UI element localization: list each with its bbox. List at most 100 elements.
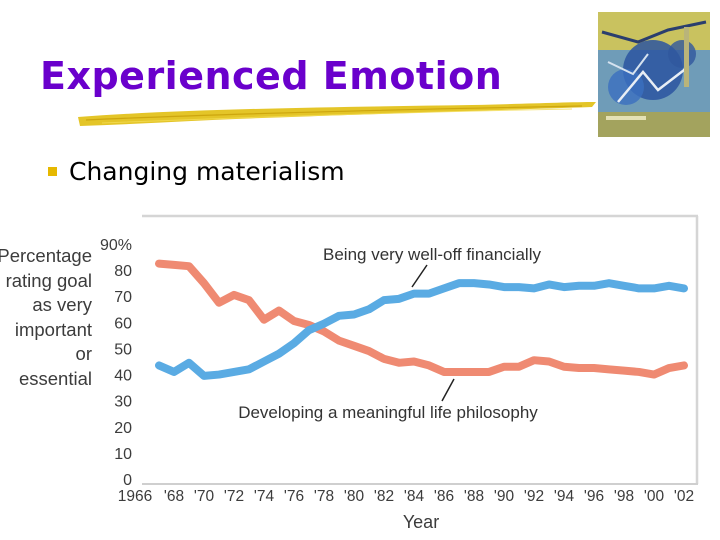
x-tick-label: '82	[374, 488, 394, 505]
data-point	[350, 311, 358, 318]
data-point	[425, 362, 433, 369]
data-point	[530, 285, 538, 292]
data-point	[425, 290, 433, 297]
data-point	[545, 281, 553, 288]
data-point	[335, 312, 343, 320]
y-tick-label: 10	[114, 446, 132, 463]
x-tick-label: '02	[674, 488, 694, 505]
x-tick-label: '84	[404, 488, 425, 505]
y-axis-label-line: Percentage	[0, 245, 92, 266]
x-tick-label: '00	[644, 488, 665, 505]
x-tick-label: '68	[164, 488, 184, 505]
data-point	[245, 296, 253, 304]
bullet-square-icon	[48, 167, 57, 176]
y-tick-label: 80	[114, 263, 132, 280]
y-axis-label-line: rating goal	[5, 269, 92, 291]
data-point	[545, 358, 553, 365]
title-brush-underline	[78, 102, 596, 126]
data-point	[245, 366, 253, 373]
data-point	[395, 359, 403, 367]
y-tick-label: 70	[114, 289, 132, 306]
x-tick-label: '96	[584, 488, 604, 505]
data-point	[485, 368, 493, 376]
y-tick-label: 90%	[100, 237, 132, 254]
data-point	[215, 299, 223, 306]
series-points-well-off-financially	[155, 279, 688, 380]
plot-area	[144, 216, 698, 484]
data-point	[260, 316, 268, 323]
y-tick-label: 30	[114, 394, 132, 411]
data-point	[320, 320, 328, 327]
data-point	[200, 279, 208, 287]
data-point	[605, 366, 613, 373]
data-point	[515, 363, 523, 370]
data-point	[350, 342, 358, 350]
data-point	[200, 372, 208, 380]
data-point	[470, 279, 478, 287]
data-point	[230, 368, 238, 376]
y-tick-label: 50	[114, 341, 132, 358]
data-point	[290, 317, 298, 325]
data-point	[650, 285, 658, 292]
data-point	[215, 371, 223, 378]
data-point	[680, 285, 688, 292]
data-point	[470, 368, 478, 376]
y-axis-label-line: or	[75, 343, 92, 364]
data-point	[365, 306, 373, 313]
y-axis-label-line: as very	[32, 294, 92, 315]
data-point	[665, 282, 673, 289]
x-tick-label: '76	[284, 488, 304, 505]
y-axis-label-line: essential	[18, 367, 92, 389]
x-tick-label: '92	[524, 488, 544, 505]
data-point	[395, 295, 403, 303]
data-point	[590, 282, 598, 289]
data-point	[260, 358, 268, 365]
data-point	[440, 285, 448, 292]
data-point	[455, 279, 463, 287]
data-point	[290, 340, 298, 347]
x-tick-label: '90	[494, 488, 515, 505]
y-axis-label: Percentage rating goal as very important…	[0, 244, 92, 391]
x-tick-label: '94	[554, 488, 575, 505]
data-point	[680, 362, 688, 369]
x-tick-label: '88	[464, 488, 484, 505]
y-tick-label: 40	[114, 368, 132, 385]
data-point	[620, 282, 628, 289]
x-tick-label: '72	[224, 488, 244, 505]
data-point	[650, 371, 658, 378]
x-tick-label: '74	[254, 488, 275, 505]
data-point	[515, 283, 523, 291]
bullet-text: Changing materialism	[69, 157, 345, 186]
data-point	[485, 281, 493, 288]
annotation-leader-line	[441, 378, 455, 402]
y-axis-label-line: important	[14, 318, 92, 340]
y-tick-label: 60	[114, 315, 132, 332]
x-tick-label: '70	[194, 488, 215, 505]
data-point	[275, 350, 283, 357]
data-point	[590, 364, 598, 372]
data-point	[455, 368, 463, 376]
data-point	[575, 282, 583, 289]
data-point	[155, 362, 163, 369]
data-point	[500, 363, 508, 370]
bullet-item: Changing materialism	[48, 157, 345, 186]
annotation-well-off-financially: Being very well-off financially	[323, 245, 541, 264]
series-points-meaningful-life-philosophy	[155, 260, 688, 378]
textbook-cover-image	[598, 12, 710, 137]
data-point	[500, 283, 508, 291]
data-point	[380, 296, 388, 304]
data-point	[365, 347, 373, 355]
x-tick-label: '80	[344, 488, 365, 505]
data-point	[665, 364, 673, 372]
data-point	[185, 262, 193, 270]
data-point	[380, 355, 388, 363]
data-point	[335, 337, 343, 344]
data-point	[560, 283, 568, 291]
x-tick-label: '86	[434, 488, 454, 505]
x-tick-label: 1966	[118, 488, 152, 505]
data-point	[410, 290, 418, 297]
data-point	[305, 326, 313, 334]
data-point	[155, 260, 163, 267]
data-point	[185, 359, 193, 367]
